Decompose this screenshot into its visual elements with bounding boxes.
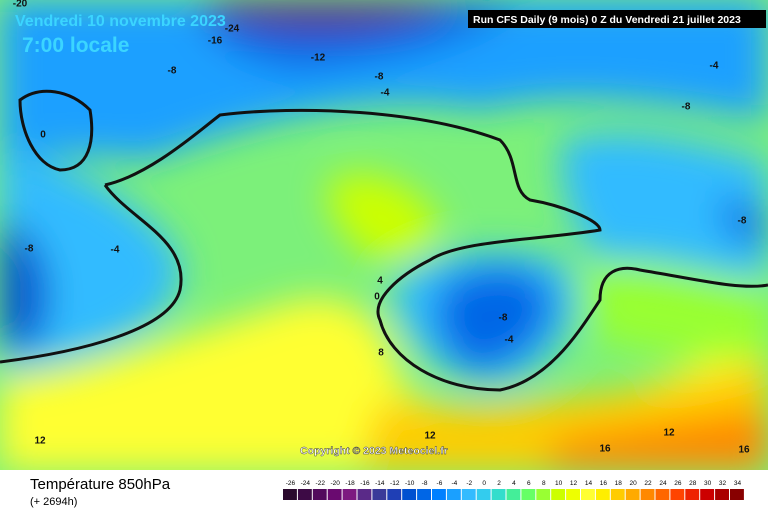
colorbar-swatch [446, 489, 461, 500]
contour-label: -8 [682, 102, 691, 113]
contour-label: -4 [111, 245, 120, 256]
colorbar-swatch [506, 489, 521, 500]
contour-labels: -20 -24-16 -12 -8 -8 -4 -4 -8 0 -8 -4 -8 4 0 -8 -4 8 12 12… [13, 0, 750, 456]
colorbar-swatch [432, 489, 446, 500]
contour-label: 12 [34, 436, 46, 447]
contour-label: -8 [168, 66, 177, 77]
colorbar-swatch [312, 489, 327, 500]
colorbar-tick-label: -26 [286, 480, 296, 487]
colorbar-swatch [521, 489, 536, 500]
copyright: Copyright © 2023 Meteociel.fr [300, 445, 448, 457]
contour-label: -24 [225, 24, 240, 35]
contour-label: 4 [377, 276, 383, 287]
colorbar-swatch [595, 489, 610, 500]
contour-label: -8 [499, 313, 508, 324]
contour-label: 16 [738, 445, 750, 456]
colorbar-tick-label: 28 [689, 480, 697, 487]
colorbar-tick-label: -22 [316, 480, 326, 487]
colorbar-swatch [685, 489, 700, 500]
colorbar-swatch [283, 489, 297, 500]
field-title: Température 850hPa [30, 476, 171, 493]
colorbar-tick-label: -8 [422, 480, 428, 487]
colorbar-swatch [625, 489, 640, 500]
colorbar-tick-label: 34 [734, 480, 742, 487]
contour-label: -8 [738, 216, 747, 227]
colorbar-swatch [715, 489, 729, 500]
colorbar-tick-label: 10 [555, 480, 563, 487]
colorbar-tick-label: 30 [704, 480, 712, 487]
colorbar-tick-label: -14 [375, 480, 385, 487]
colorbar-swatch [342, 489, 357, 500]
colorbar-tick-label: 20 [630, 480, 638, 487]
colorbar: -26 -24 -22 -20 -18 -16 -14 -12 -10 -8 -6 -4 -2 0 2 4 6 8… [283, 480, 744, 500]
colorbar-tick-label: 14 [585, 480, 593, 487]
colorbar-tick-label: -6 [437, 480, 443, 487]
contour-label: -4 [505, 335, 514, 346]
colorbar-tick-label: 18 [615, 480, 623, 487]
colorbar-tick-label: -16 [360, 480, 370, 487]
colorbar-tick-label: 26 [674, 480, 682, 487]
colorbar-swatch [670, 489, 685, 500]
colorbar-tick-label: -18 [345, 480, 355, 487]
colorbar-swatch [387, 489, 402, 500]
colorbar-tick-label: 24 [659, 480, 667, 487]
contour-label: -8 [375, 72, 384, 83]
colorbar-tick-label: 32 [719, 480, 727, 487]
temperature-field [0, 0, 768, 470]
contour-label: -20 [13, 0, 28, 10]
colorbar-swatch [357, 489, 372, 500]
colorbar-tick-label: -2 [466, 480, 472, 487]
colorbar-swatch [372, 489, 387, 500]
valid-date: Vendredi 10 novembre 2023 [15, 13, 226, 30]
colorbar-tick-label: 6 [527, 480, 531, 487]
contour-label: 12 [424, 431, 436, 442]
contour-label: 12 [663, 428, 675, 439]
colorbar-tick-label: 4 [512, 480, 516, 487]
lead-time: (+ 2694h) [30, 496, 77, 508]
contour-label: 0 [40, 130, 46, 141]
colorbar-tick-label: 12 [570, 480, 578, 487]
colorbar-tick-label: 2 [497, 480, 501, 487]
zero-isotherm [0, 89, 768, 392]
colorbar-swatch [700, 489, 715, 500]
colorbar-tick-label: -24 [301, 480, 311, 487]
colorbar-swatch [476, 489, 491, 500]
contour-label: -4 [381, 88, 390, 99]
contour-label: 0 [374, 292, 380, 303]
contour-label: -4 [710, 61, 719, 72]
colorbar-swatch [402, 489, 417, 500]
colorbar-swatch [417, 489, 431, 500]
colorbar-swatch [551, 489, 566, 500]
colorbar-tick-label: -10 [405, 480, 415, 487]
contour-label: -16 [208, 36, 223, 47]
colorbar-tick-label: -4 [451, 480, 457, 487]
colorbar-tick-label: -20 [330, 480, 340, 487]
colorbar-swatch [610, 489, 625, 500]
colorbar-swatch [581, 489, 595, 500]
colorbar-tick-label: 22 [644, 480, 652, 487]
colorbar-swatch [640, 489, 655, 500]
colorbar-swatch [730, 489, 744, 500]
colorbar-swatch [461, 489, 476, 500]
colorbar-tick-label: 8 [542, 480, 546, 487]
contour-label: 16 [599, 444, 611, 455]
local-time: 7:00 locale [22, 34, 129, 57]
contour-label: 8 [378, 348, 384, 359]
colorbar-tick-label: 0 [482, 480, 486, 487]
run-info: Run CFS Daily (9 mois) 0 Z du Vendredi 2… [473, 14, 741, 26]
colorbar-swatch [566, 489, 580, 500]
colorbar-tick-label: 16 [600, 480, 608, 487]
colorbar-tick-label: -12 [390, 480, 400, 487]
colorbar-swatch [297, 489, 312, 500]
contour-label: -8 [25, 244, 34, 255]
colorbar-swatch [491, 489, 506, 500]
contour-label: -12 [311, 53, 326, 64]
colorbar-swatch [327, 489, 342, 500]
colorbar-swatch [536, 489, 551, 500]
colorbar-swatch [655, 489, 670, 500]
run-box [468, 10, 766, 28]
